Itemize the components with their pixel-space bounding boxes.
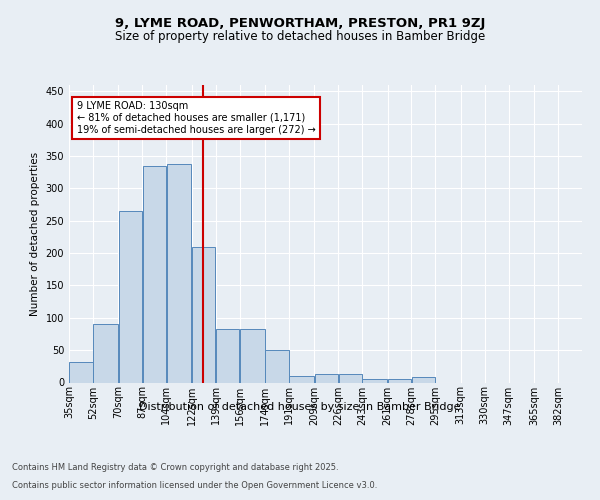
- Bar: [192, 246, 215, 382]
- Bar: [362, 378, 387, 382]
- Text: Contains public sector information licensed under the Open Government Licence v3: Contains public sector information licen…: [12, 481, 377, 490]
- Text: Size of property relative to detached houses in Bamber Bridge: Size of property relative to detached ho…: [115, 30, 485, 43]
- Bar: [240, 330, 265, 382]
- Bar: [94, 324, 118, 382]
- Bar: [119, 211, 142, 382]
- Bar: [388, 378, 411, 382]
- Text: Contains HM Land Registry data © Crown copyright and database right 2025.: Contains HM Land Registry data © Crown c…: [12, 464, 338, 472]
- Text: Distribution of detached houses by size in Bamber Bridge: Distribution of detached houses by size …: [139, 402, 461, 412]
- Bar: [265, 350, 289, 382]
- Bar: [70, 362, 92, 382]
- Text: 9, LYME ROAD, PENWORTHAM, PRESTON, PR1 9ZJ: 9, LYME ROAD, PENWORTHAM, PRESTON, PR1 9…: [115, 18, 485, 30]
- Bar: [143, 166, 166, 382]
- Bar: [338, 374, 362, 382]
- Bar: [314, 374, 338, 382]
- Text: 9 LYME ROAD: 130sqm
← 81% of detached houses are smaller (1,171)
19% of semi-det: 9 LYME ROAD: 130sqm ← 81% of detached ho…: [77, 102, 316, 134]
- Bar: [412, 378, 435, 382]
- Bar: [289, 376, 314, 382]
- Bar: [167, 164, 191, 382]
- Bar: [216, 330, 239, 382]
- Y-axis label: Number of detached properties: Number of detached properties: [30, 152, 40, 316]
